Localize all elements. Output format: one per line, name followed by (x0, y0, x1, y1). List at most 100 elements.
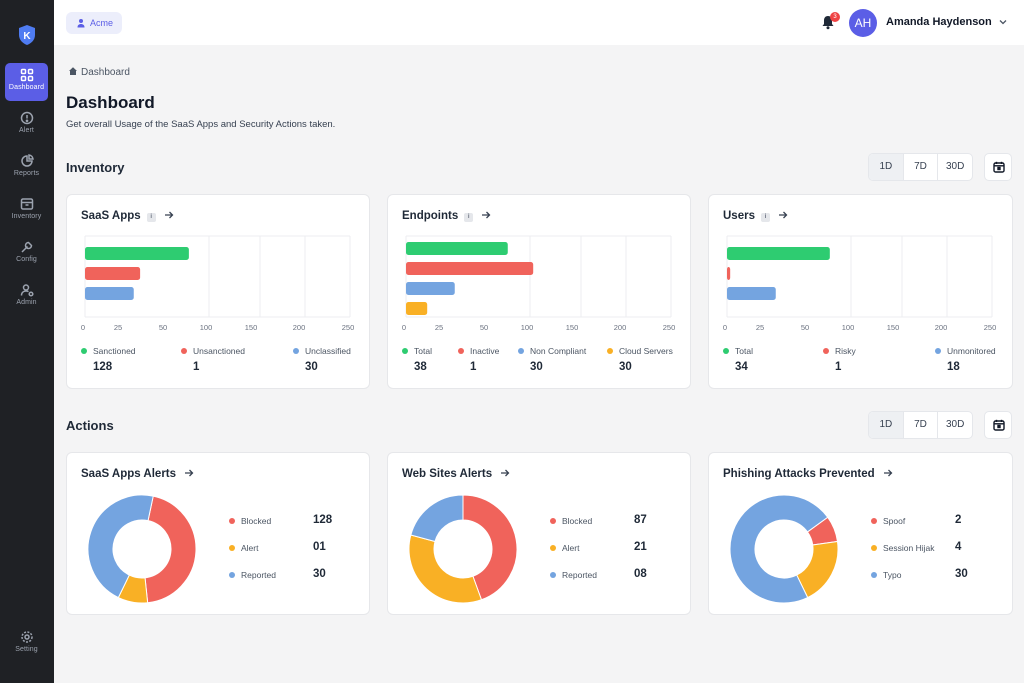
user-gear-icon (20, 284, 34, 297)
notification-badge: 3 (830, 12, 840, 22)
legend-label: Blocked (562, 516, 593, 526)
card-title: Phishing Attacks Prevented (723, 468, 875, 480)
legend-dot (81, 348, 87, 354)
home-icon[interactable] (68, 66, 78, 76)
legend-value: 30 (619, 361, 632, 373)
x-tick-label: 50 (480, 323, 488, 332)
legend-item: Cloud Servers (607, 346, 673, 356)
card-title-link[interactable]: SaaS Apps i (81, 210, 174, 222)
org-switcher[interactable]: Acme (66, 12, 122, 34)
card-title-link[interactable]: Users i (723, 210, 788, 222)
legend-label: Unclassified (305, 346, 351, 356)
x-tick-label: 0 (402, 323, 406, 332)
actions-range-selector: 1D 7D 30D (868, 411, 973, 439)
sidebar: K Dashboard Alert Reports Inventory Conf… (0, 0, 54, 683)
legend-dot (607, 348, 613, 354)
user-name[interactable]: Amanda Haydenson (886, 16, 992, 28)
range-1d-option[interactable]: 1D (869, 154, 904, 180)
x-tick-label: 25 (756, 323, 764, 332)
info-icon[interactable]: i (464, 213, 474, 222)
org-name: Acme (90, 18, 114, 28)
bar (85, 247, 189, 260)
legend-item: Reported (550, 570, 597, 580)
x-tick-label: 25 (435, 323, 443, 332)
x-tick-label: 0 (81, 323, 85, 332)
legend-dot (550, 545, 556, 551)
legend-label: Typo (883, 570, 902, 580)
sidebar-item-setting[interactable]: Setting (5, 625, 48, 663)
x-tick-label: 150 (887, 323, 900, 332)
sidebar-item-label: Reports (13, 170, 40, 177)
avatar[interactable]: AH (849, 9, 877, 37)
range-7d-option[interactable]: 7D (904, 412, 939, 438)
legend-value: 1 (835, 361, 842, 373)
legend-label: Inactive (470, 346, 500, 356)
legend-label: Total (414, 346, 432, 356)
card-title-link[interactable]: Endpoints i (402, 210, 491, 222)
chevron-down-icon[interactable] (998, 17, 1008, 27)
page-title: Dashboard (66, 93, 155, 112)
range-30d-option[interactable]: 30D (946, 419, 965, 430)
sidebar-item-inventory[interactable]: Inventory (5, 192, 48, 230)
legend-label: Cloud Servers (619, 346, 673, 356)
legend-item: Unclassified (293, 346, 351, 356)
legend-item: Total (402, 346, 432, 356)
legend-dot (723, 348, 729, 354)
arrow-right-icon[interactable] (164, 210, 174, 220)
bar (727, 267, 731, 280)
card-title-link[interactable]: Phishing Attacks Prevented (723, 468, 893, 480)
range-7d-option[interactable]: 7D (904, 154, 939, 180)
donut-slice (408, 534, 483, 604)
legend-item: Total (723, 346, 753, 356)
card-title-link[interactable]: Web Sites Alerts (402, 468, 510, 480)
legend-label: Total (735, 346, 753, 356)
legend-item: Risky (823, 346, 856, 356)
legend-dot (518, 348, 524, 354)
legend-label: Reported (241, 570, 276, 580)
card-title: SaaS Apps (81, 210, 141, 222)
legend-label: Sanctioned (93, 346, 136, 356)
inventory-range-selector: 1D 7D 30D (868, 153, 973, 181)
page-subtitle: Get overall Usage of the SaaS Apps and S… (66, 119, 336, 130)
legend-value: 87 (634, 514, 647, 526)
legend-item: Unsanctioned (181, 346, 245, 356)
bar-chart: 0 25 50 100 150 200 250 (402, 235, 675, 332)
legend-item: Reported (229, 570, 276, 580)
sidebar-item-config[interactable]: Config (5, 235, 48, 273)
legend-dot (550, 572, 556, 578)
legend-label: Alert (562, 543, 580, 553)
inventory-calendar-button[interactable] (984, 153, 1012, 181)
box-icon (20, 198, 33, 210)
endpoints-card: Endpoints i 0 25 50 100 150 200 250 Total 38 Inact… (387, 194, 691, 389)
legend-dot (871, 518, 877, 524)
users-card: Users i 0 25 50 100 150 200 250 Total 34 Risky 1 Unm… (708, 194, 1013, 389)
bar (406, 242, 508, 255)
sidebar-item-admin[interactable]: Admin (5, 278, 48, 316)
legend-label: Session Hijak (883, 543, 935, 553)
range-30d-option[interactable]: 30D (946, 161, 965, 172)
breadcrumb-item[interactable]: Dashboard (81, 67, 130, 78)
arrow-right-icon[interactable] (481, 210, 491, 220)
info-icon[interactable]: i (146, 213, 156, 222)
sidebar-item-reports[interactable]: Reports (5, 149, 48, 187)
x-tick-label: 150 (566, 323, 579, 332)
sidebar-item-dashboard[interactable]: Dashboard (5, 63, 48, 101)
legend-dot (402, 348, 408, 354)
arrow-right-icon[interactable] (883, 468, 893, 478)
x-tick-label: 100 (521, 323, 534, 332)
arrow-right-icon[interactable] (778, 210, 788, 220)
x-tick-label: 100 (200, 323, 213, 332)
legend-value: 2 (955, 514, 962, 526)
sidebar-item-alert[interactable]: Alert (5, 106, 48, 144)
bar (727, 247, 830, 260)
legend-label: Unsanctioned (193, 346, 245, 356)
card-title-link[interactable]: SaaS Apps Alerts (81, 468, 194, 480)
arrow-right-icon[interactable] (500, 468, 510, 478)
x-tick-label: 250 (984, 323, 997, 332)
bar (406, 262, 534, 275)
info-icon[interactable]: i (760, 213, 770, 222)
arrow-right-icon[interactable] (184, 468, 194, 478)
range-1d-option[interactable]: 1D (869, 412, 904, 438)
actions-calendar-button[interactable] (984, 411, 1012, 439)
legend-label: Alert (241, 543, 259, 553)
